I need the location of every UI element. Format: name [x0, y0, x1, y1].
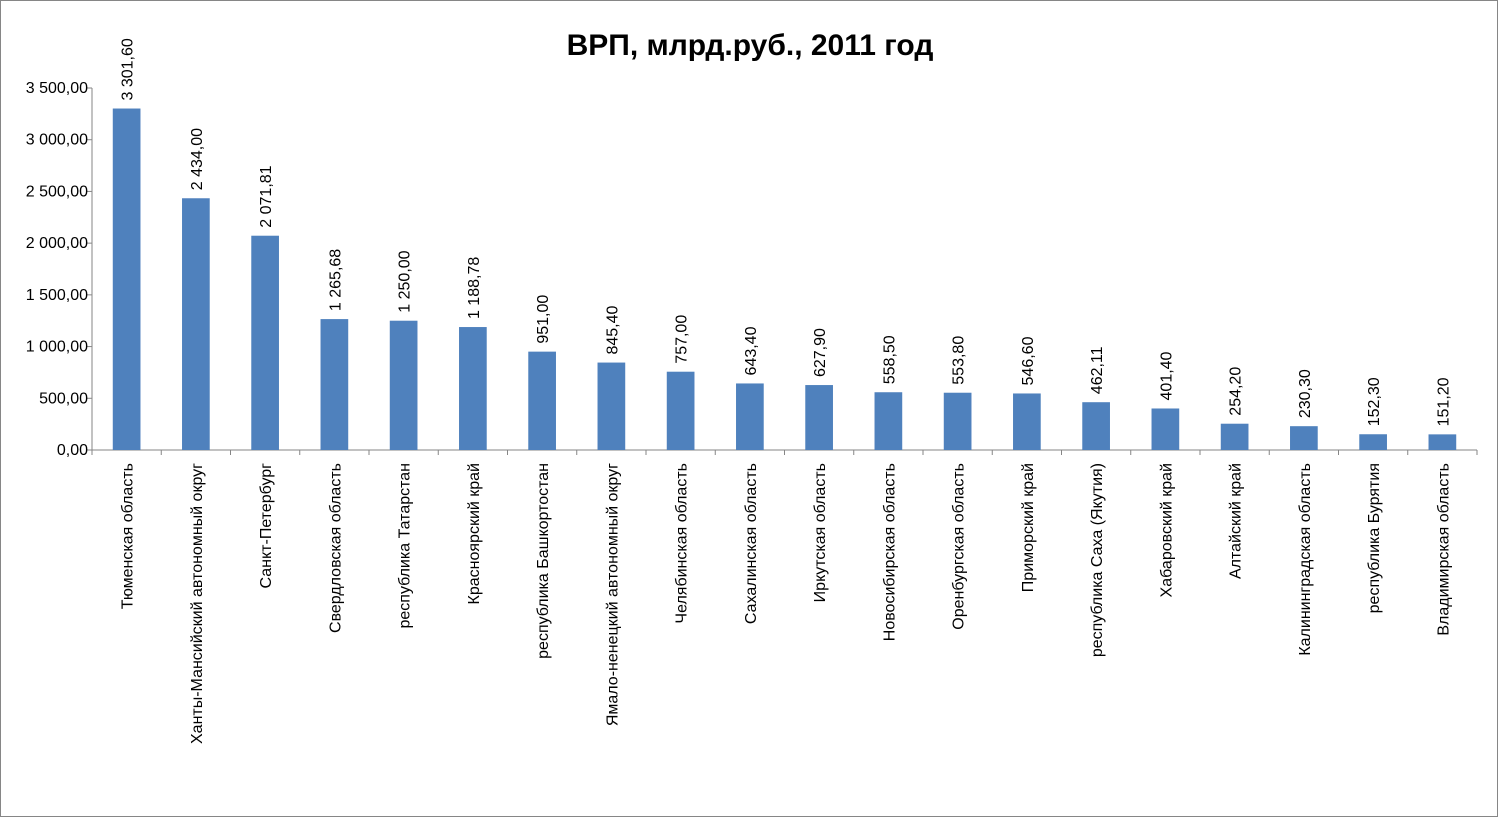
category-label: Иркутская область [812, 463, 829, 602]
bar [182, 198, 210, 450]
bars [112, 108, 1457, 450]
bar [736, 383, 764, 450]
bar [1013, 393, 1041, 450]
bar [666, 371, 695, 450]
category-label: Ямало-ненецкий автономный округ [604, 463, 621, 726]
data-label: 553,80 [951, 336, 968, 385]
data-label: 1 250,00 [397, 250, 414, 312]
bar [1428, 434, 1457, 450]
data-label: 230,30 [1297, 369, 1314, 418]
category-label: Владимирская область [1435, 463, 1452, 636]
data-label: 151,20 [1435, 377, 1452, 426]
category-label: Тюменская область [120, 463, 137, 609]
data-label: 757,00 [674, 315, 691, 364]
data-label: 462,11 [1089, 346, 1106, 394]
category-label: Приморский край [1020, 463, 1037, 592]
data-label: 1 265,68 [327, 249, 344, 311]
y-axis: 0,00 500,00 1 000,00 1 500,00 2 000,00 2 500,… [26, 80, 93, 459]
category-label: Сахалинская область [743, 463, 760, 624]
y-tick-label: 2 500,00 [26, 183, 88, 200]
bar [1220, 423, 1249, 450]
y-tick-label: 0,00 [57, 442, 88, 459]
data-label: 2 071,81 [258, 165, 275, 227]
data-label: 643,40 [743, 326, 760, 375]
data-label: 401,40 [1158, 351, 1175, 400]
bar [1359, 434, 1387, 450]
y-tick-label: 3 500,00 [26, 80, 88, 97]
data-label: 845,40 [604, 306, 621, 355]
bar [528, 351, 556, 450]
bar [1082, 402, 1110, 450]
y-tick-label: 3 000,00 [26, 132, 88, 149]
category-label: Санкт-Петербург [258, 463, 275, 589]
data-label: 546,60 [1020, 336, 1037, 385]
bar [459, 327, 487, 450]
bar [251, 235, 279, 450]
bar [874, 392, 903, 450]
y-tick-label: 1 500,00 [26, 287, 88, 304]
category-label: Оренбургская область [951, 463, 968, 630]
category-label: Новосибирская область [881, 463, 898, 641]
category-label: Красноярский край [466, 463, 483, 604]
bar [1151, 408, 1180, 450]
data-label: 3 301,60 [120, 38, 137, 100]
category-label: республика Бурятия [1366, 463, 1383, 613]
data-label: 254,20 [1228, 367, 1245, 416]
bar [112, 108, 141, 450]
data-label: 627,90 [812, 328, 829, 377]
data-label: 951,00 [535, 295, 552, 344]
data-label: 1 188,78 [466, 257, 483, 319]
category-label: Ханты-Мансийский автономный округ [189, 463, 206, 744]
data-labels: 3 301,60 2 434,00 2 071,81 1 265,68 1 250,00… [120, 38, 1453, 426]
category-label: Челябинская область [674, 463, 691, 624]
bar [1290, 426, 1318, 450]
y-tick-label: 500,00 [39, 390, 88, 407]
y-tick-label: 1 000,00 [26, 339, 88, 356]
category-label: республика Саха (Якутия) [1089, 463, 1106, 657]
category-label: Хабаровский край [1158, 463, 1175, 597]
category-label: Калининградская область [1297, 463, 1314, 656]
category-label: Алтайский край [1228, 463, 1245, 579]
bar [597, 362, 626, 450]
category-label: республика Татарстан [397, 463, 414, 628]
bar [943, 392, 972, 450]
data-label: 2 434,00 [189, 128, 206, 190]
data-label: 558,50 [881, 335, 898, 384]
bar [389, 320, 418, 450]
bar [805, 385, 833, 450]
y-tick-label: 2 000,00 [26, 235, 88, 252]
chart-title: ВРП, млрд.руб., 2011 год [567, 29, 934, 62]
category-label: Свердловская область [327, 463, 344, 633]
category-label: республика Башкортостан [535, 463, 552, 659]
bar [320, 319, 349, 450]
x-axis [91, 449, 1478, 455]
data-label: 152,30 [1366, 377, 1383, 426]
category-labels: Тюменская область Ханты-Мансийский автоно… [120, 463, 1453, 744]
